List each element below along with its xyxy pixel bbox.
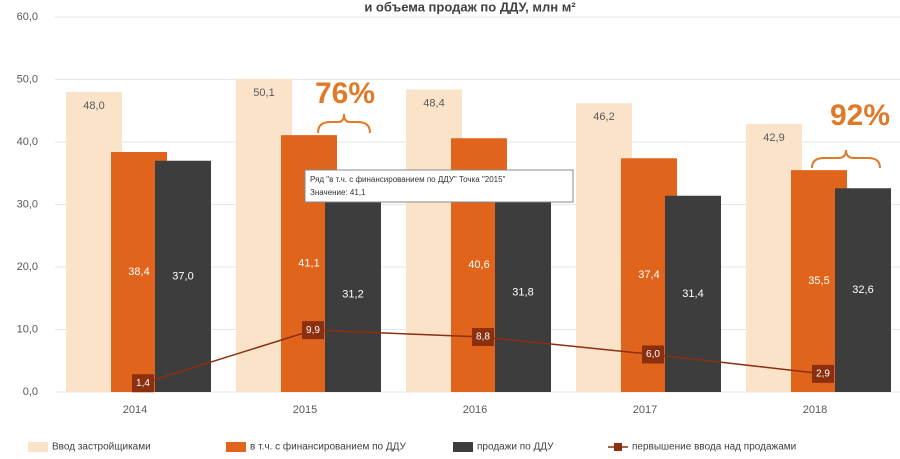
y-tick-label: 40,0 <box>17 136 38 148</box>
data-label: 48,0 <box>83 100 104 112</box>
tooltip-text: Значение: 41,1 <box>310 188 366 197</box>
legend-label: Ввод застройщиками <box>52 442 151 453</box>
line-marker <box>302 321 324 340</box>
line-marker <box>812 364 834 383</box>
tooltip-box <box>304 169 574 203</box>
tooltip-text: Ряд "в т.ч. с финансированием по ДДУ" То… <box>310 175 506 184</box>
legend-label: в т.ч. с финансированием по ДДУ <box>250 441 407 453</box>
legend-swatch <box>226 442 246 452</box>
bar <box>495 193 551 392</box>
brace <box>811 149 881 169</box>
data-label: 41,1 <box>298 257 319 269</box>
bar <box>325 197 381 392</box>
y-tick-label: 0,0 <box>23 386 38 398</box>
data-label: 48,4 <box>423 97 444 109</box>
chart-title: и объема продаж по ДДУ, млн м² <box>364 0 576 14</box>
annotation: 76% <box>315 77 375 110</box>
line-marker <box>642 345 664 364</box>
data-label: 35,5 <box>808 275 829 287</box>
data-label: 1,4 <box>136 378 150 389</box>
bar <box>835 188 891 392</box>
data-label: 31,8 <box>512 287 533 299</box>
x-tick-label: 2017 <box>633 404 657 416</box>
legend-swatch <box>28 442 48 452</box>
data-label: 37,0 <box>172 270 193 282</box>
line-marker <box>132 374 154 393</box>
legend-swatch <box>614 443 622 451</box>
x-tick-label: 2015 <box>293 404 317 416</box>
y-tick-label: 20,0 <box>17 261 38 273</box>
data-label: 31,4 <box>682 288 703 300</box>
x-tick-label: 2016 <box>463 404 487 416</box>
x-tick-label: 2014 <box>123 404 147 416</box>
data-label: 2,9 <box>816 369 830 380</box>
data-label: 8,8 <box>476 332 490 343</box>
y-tick-label: 10,0 <box>17 323 38 335</box>
data-label: 31,2 <box>342 288 363 300</box>
data-label: 40,6 <box>468 259 489 271</box>
data-label: 6,0 <box>646 349 660 360</box>
data-label: 38,4 <box>128 266 149 278</box>
bar <box>155 160 211 392</box>
y-tick-label: 30,0 <box>17 198 38 210</box>
data-label: 37,4 <box>638 269 659 281</box>
x-tick-label: 2018 <box>803 404 827 416</box>
line-marker <box>472 328 494 346</box>
legend-swatch <box>453 442 473 452</box>
data-label: 46,2 <box>593 111 614 123</box>
brace <box>317 113 371 134</box>
data-label: 42,9 <box>763 132 784 144</box>
y-tick-label: 50,0 <box>17 73 38 85</box>
y-tick-label: 60,0 <box>17 11 38 23</box>
data-label: 32,6 <box>852 284 873 296</box>
data-label: 9,9 <box>306 325 320 336</box>
annotation: 92% <box>830 99 890 132</box>
data-label: 50,1 <box>253 87 274 99</box>
legend-label: первышение ввода над продажами <box>632 442 796 453</box>
legend-label: продажи по ДДУ <box>477 442 554 453</box>
